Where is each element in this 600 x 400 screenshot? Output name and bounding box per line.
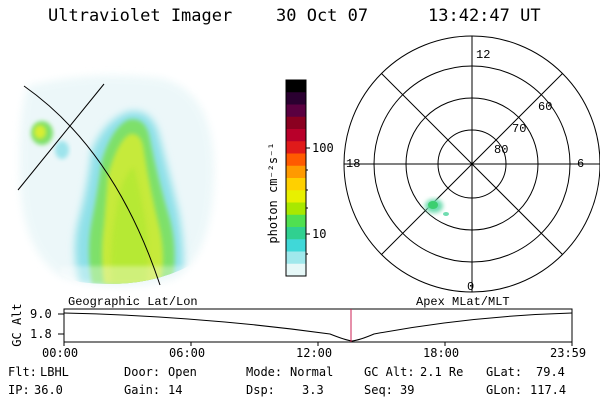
colorbar-segment xyxy=(286,178,306,191)
date-label: 30 Oct 07 xyxy=(276,6,369,26)
time-label: 13:42:47 UT xyxy=(428,6,541,26)
instrument-title: Ultraviolet Imager xyxy=(48,6,233,26)
gain-label: Gain: xyxy=(124,383,161,397)
geo-caption: Geographic Lat/Lon xyxy=(68,295,198,309)
glon-value: 117.4 xyxy=(530,383,567,397)
gain-value: 14 xyxy=(168,383,183,397)
colorbar-segment xyxy=(286,129,306,142)
polar-aurora xyxy=(425,199,449,216)
colorbar-segment xyxy=(286,80,306,93)
mode-label: Mode: xyxy=(246,365,283,379)
colorbar-segment xyxy=(286,239,306,252)
polar-caption: Apex MLat/MLT xyxy=(416,295,510,309)
glat-value: 79.4 xyxy=(536,365,565,379)
polar-label-left: 18 xyxy=(346,157,360,171)
altitude-xtick-0000: 00:00 xyxy=(42,346,79,360)
altitude-curve xyxy=(63,312,573,342)
colorbar-segment xyxy=(286,227,306,240)
colorbar-segment xyxy=(286,141,306,154)
colorbar-frame xyxy=(285,79,307,277)
seq-label: Seq: xyxy=(364,383,393,397)
filter-label: Flt: xyxy=(8,365,37,379)
glon-label: GLon: xyxy=(486,383,523,397)
altitude-ylabel: GC Alt xyxy=(10,303,24,347)
colorbar-tick-10: 10 xyxy=(312,227,327,241)
altitude-plot-frame xyxy=(63,308,573,343)
aurora-emission xyxy=(31,111,210,284)
glat-label: GLat: xyxy=(486,365,523,379)
colorbar-segment xyxy=(286,251,306,265)
colorbar-tick-100: 100 xyxy=(312,141,334,155)
altitude-plot xyxy=(58,308,573,346)
geo-grid-line-1 xyxy=(17,83,105,191)
polar-label-top: 12 xyxy=(476,48,490,62)
colorbar-segment xyxy=(286,92,306,105)
dsp-value: 3.3 xyxy=(302,383,324,397)
colorbar-segment xyxy=(286,263,306,277)
polar-lat-label-80: 80 xyxy=(494,143,508,157)
polar-plot xyxy=(343,35,600,293)
polar-lat-label-60: 60 xyxy=(538,100,552,114)
mode-value: Normal xyxy=(290,365,334,379)
altitude-xtick-2359: 23:59 xyxy=(550,346,587,360)
altitude-xtick-1800: 18:00 xyxy=(423,346,460,360)
mlt-line-diag-2 xyxy=(381,73,563,255)
gc-alt-value: 2.1 Re xyxy=(420,365,464,379)
altitude-ytick-1-8: 1.8 xyxy=(30,327,52,341)
door-label: Door: xyxy=(124,365,161,379)
geo-grid-line-2 xyxy=(23,85,161,286)
colorbar-segment xyxy=(286,202,306,216)
colorbar-segment xyxy=(286,153,306,167)
colorbar-segment xyxy=(286,165,306,179)
seq-value: 39 xyxy=(400,383,415,397)
polar-lat-label-70: 70 xyxy=(512,122,526,136)
gc-alt-label: GC Alt: xyxy=(364,365,415,379)
geographic-image-panel xyxy=(17,75,214,287)
colorbar-axis xyxy=(306,147,310,255)
colorbar-segment xyxy=(286,116,306,130)
colorbar-segment xyxy=(286,104,306,118)
door-value: Open xyxy=(168,365,197,379)
colorbar xyxy=(285,79,307,277)
colorbar-segment xyxy=(286,214,306,228)
altitude-xtick-1200: 12:00 xyxy=(296,346,333,360)
filter-value: LBHL xyxy=(40,365,69,379)
dsp-label: Dsp: xyxy=(246,383,275,397)
colorbar-unit-label: photon cm⁻²s⁻¹ xyxy=(266,142,280,244)
ip-value: 36.0 xyxy=(34,383,63,397)
altitude-ytick-9: 9.0 xyxy=(30,307,52,321)
colorbar-segment xyxy=(286,190,306,203)
polar-label-right: 6 xyxy=(577,157,584,171)
altitude-xtick-0600: 06:00 xyxy=(169,346,206,360)
polar-label-bottom: 0 xyxy=(467,280,474,294)
ip-label: IP: xyxy=(8,383,30,397)
